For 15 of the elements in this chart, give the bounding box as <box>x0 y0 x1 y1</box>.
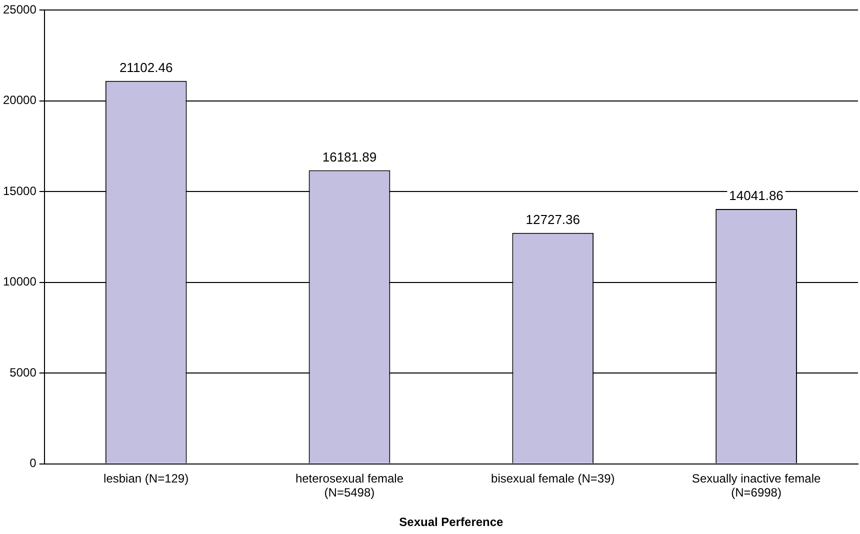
x-tick-label: Sexually inactive female (N=6998) <box>692 471 821 500</box>
data-label: 16181.89 <box>322 149 377 164</box>
x-tick-label: heterosexual female (N=5498) <box>295 471 404 500</box>
x-tick-label: lesbian (N=129) <box>104 471 189 486</box>
y-tick-label: 5000 <box>10 365 37 380</box>
data-label: 14041.86 <box>729 188 784 204</box>
y-tick-label: 15000 <box>2 184 37 198</box>
x-axis-title: Sexual Perference <box>399 515 504 530</box>
y-tick-label: 25000 <box>2 2 37 17</box>
y-tick-label: 20000 <box>2 93 37 108</box>
data-label: 21102.46 <box>119 60 173 75</box>
x-tick-label: bisexual female (N=39) <box>491 471 615 486</box>
y-tick-label: 0 <box>30 456 37 470</box>
y-tick-label: 10000 <box>2 274 37 289</box>
data-label: 12727.36 <box>526 212 580 227</box>
